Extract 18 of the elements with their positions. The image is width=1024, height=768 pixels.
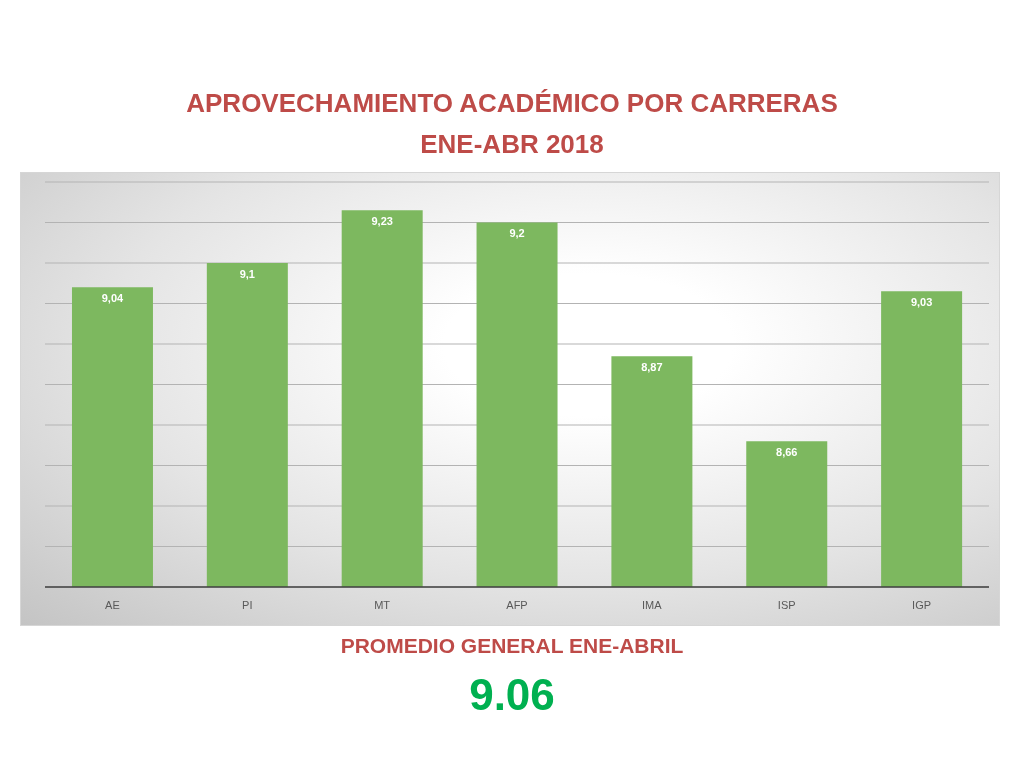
data-label: 9,03 (910, 296, 933, 309)
data-label: 9,04 (101, 292, 125, 305)
data-label: 8,87 (641, 360, 663, 373)
x-tick-label: PI (242, 598, 253, 611)
data-label: 9,23 (371, 215, 393, 228)
text: PROMEDIO GENERAL ENE-ABRIL (339, 634, 685, 659)
x-tick-label: IGP (912, 598, 932, 611)
x-tick-label: AFP (506, 598, 528, 611)
chart-subtitle: ENE-ABR 2018 (419, 129, 605, 159)
data-label: 9,2 (509, 227, 525, 240)
data-label: 8,66 (776, 446, 798, 459)
x-tick-label: ISP (777, 598, 796, 611)
x-tick-label: IMA (642, 598, 663, 611)
x-tick-label: AE (105, 598, 120, 611)
chart-title: APROVECHAMIENTO ACADÉMICO POR CARRERAS (185, 88, 839, 118)
x-tick-label: MT (374, 598, 391, 611)
text: 9.06 (468, 670, 556, 721)
data-label: 9,1 (239, 267, 255, 280)
